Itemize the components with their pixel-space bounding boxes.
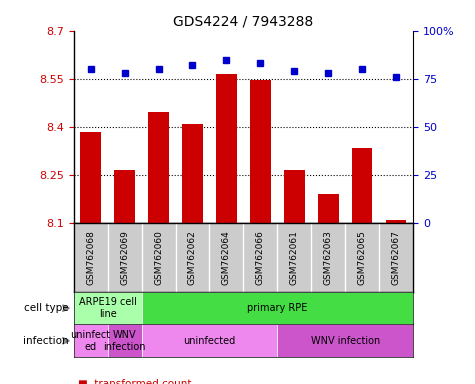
- Bar: [352, 147, 372, 223]
- Bar: [114, 170, 135, 223]
- Bar: [182, 124, 203, 223]
- Bar: [74, 292, 142, 324]
- Bar: [250, 80, 271, 223]
- Bar: [142, 324, 277, 357]
- Bar: [142, 292, 413, 324]
- Text: GSM762061: GSM762061: [290, 230, 299, 285]
- Text: uninfected: uninfected: [183, 336, 236, 346]
- Title: GDS4224 / 7943288: GDS4224 / 7943288: [173, 14, 314, 28]
- Bar: [216, 74, 237, 223]
- Bar: [80, 131, 101, 223]
- Text: ARPE19 cell
line: ARPE19 cell line: [79, 297, 136, 319]
- Bar: [148, 112, 169, 223]
- Text: GSM762062: GSM762062: [188, 230, 197, 285]
- Text: GSM762068: GSM762068: [86, 230, 95, 285]
- Text: GSM762067: GSM762067: [392, 230, 401, 285]
- Text: WNV infection: WNV infection: [311, 336, 380, 346]
- Text: ■  transformed count: ■ transformed count: [78, 379, 192, 384]
- Text: GSM762069: GSM762069: [120, 230, 129, 285]
- Text: infection: infection: [23, 336, 69, 346]
- Text: uninfect
ed: uninfect ed: [71, 330, 111, 352]
- Text: GSM762065: GSM762065: [358, 230, 367, 285]
- Text: GSM762063: GSM762063: [324, 230, 333, 285]
- Text: GSM762060: GSM762060: [154, 230, 163, 285]
- Text: GSM762064: GSM762064: [222, 230, 231, 285]
- Bar: [277, 324, 413, 357]
- Text: GSM762066: GSM762066: [256, 230, 265, 285]
- Text: cell type: cell type: [24, 303, 69, 313]
- Bar: [74, 324, 107, 357]
- Bar: [107, 324, 142, 357]
- Text: WNV
infection: WNV infection: [104, 330, 146, 352]
- Text: primary RPE: primary RPE: [247, 303, 308, 313]
- Bar: [386, 220, 407, 223]
- Bar: [318, 194, 339, 223]
- Bar: [284, 170, 304, 223]
